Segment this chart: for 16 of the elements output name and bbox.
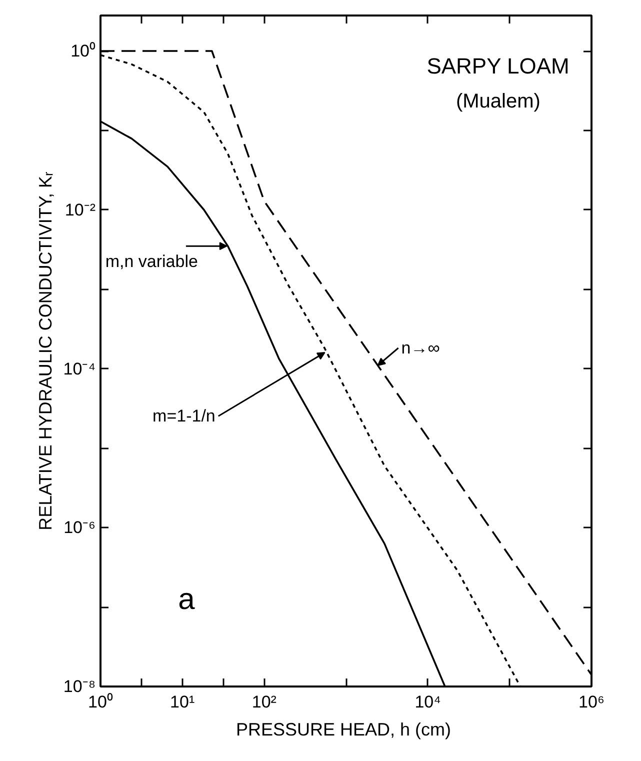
y-tick-label: 10⁰	[70, 42, 96, 61]
annotation: SARPY LOAM	[426, 53, 570, 78]
y-tick-label: 10⁻⁶	[64, 518, 96, 538]
annotation: m=1-1/n	[152, 406, 216, 426]
x-tick-label: 10⁶	[578, 692, 604, 712]
annotation: (Mualem)	[456, 90, 540, 112]
annotation: n→∞	[401, 338, 440, 358]
annotation: a	[178, 582, 196, 616]
y-axis-title: RELATIVE HYDRAULIC CONDUCTIVITY, Kᵣ	[35, 172, 56, 530]
x-tick-label: 10¹	[170, 692, 195, 712]
x-tick-label: 10⁴	[414, 692, 441, 712]
x-axis-title: PRESSURE HEAD, h (cm)	[236, 720, 452, 740]
x-tick-label: 10²	[252, 692, 277, 712]
y-tick-label: 10⁻⁴	[63, 359, 96, 378]
y-tick-label: 10⁻²	[64, 200, 96, 220]
annotation: m,n variable	[105, 252, 198, 272]
